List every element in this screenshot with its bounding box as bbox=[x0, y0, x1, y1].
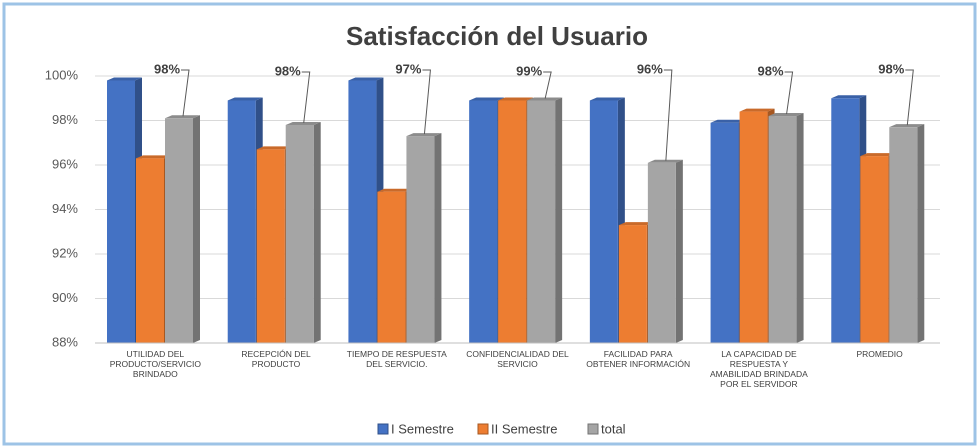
bar bbox=[165, 118, 193, 344]
bar-side bbox=[193, 115, 200, 344]
legend-swatch bbox=[587, 423, 599, 435]
label-leader bbox=[784, 71, 794, 115]
bar bbox=[739, 111, 768, 343]
bar bbox=[618, 225, 647, 343]
data-label: 98% bbox=[275, 63, 301, 78]
bar-side bbox=[434, 133, 442, 343]
bar bbox=[348, 80, 377, 343]
bar bbox=[227, 100, 256, 343]
bar-top bbox=[618, 222, 654, 226]
y-tick-label: 90% bbox=[52, 290, 78, 305]
y-tick-label: 88% bbox=[52, 334, 78, 349]
bar-top bbox=[860, 153, 896, 157]
bar-top bbox=[710, 119, 746, 123]
bar-top bbox=[406, 133, 442, 137]
bar-top bbox=[107, 77, 142, 81]
bar bbox=[256, 149, 285, 343]
y-tick-label: 100% bbox=[45, 67, 79, 82]
bar-side bbox=[555, 97, 563, 343]
bar-side bbox=[675, 159, 683, 343]
data-label: 98% bbox=[758, 63, 784, 78]
data-label: 98% bbox=[154, 61, 180, 76]
x-tick-label: RECEPCIÓN DEL PRODUCTO bbox=[241, 349, 311, 369]
bar bbox=[406, 136, 435, 343]
bar bbox=[285, 124, 314, 343]
bar bbox=[136, 158, 164, 343]
legend-swatch bbox=[377, 423, 389, 435]
bar-side bbox=[917, 124, 925, 343]
x-tick-label: CONFIDENCIALIDAD DEL SERVICIO bbox=[466, 349, 569, 369]
label-leader bbox=[181, 69, 190, 117]
legend-label: I Semestre bbox=[391, 421, 454, 436]
bar-top bbox=[739, 108, 775, 112]
label-leader bbox=[301, 71, 311, 124]
bar-top bbox=[227, 97, 263, 101]
label-leader bbox=[905, 69, 914, 126]
label-leader bbox=[543, 71, 552, 99]
data-label: 96% bbox=[637, 61, 663, 76]
bar-top bbox=[348, 77, 384, 81]
legend-swatch bbox=[477, 423, 489, 435]
bar bbox=[469, 100, 498, 343]
bar-top bbox=[165, 115, 200, 119]
y-tick-label: 96% bbox=[52, 156, 78, 171]
data-label: 99% bbox=[516, 63, 542, 78]
bar bbox=[647, 162, 676, 343]
bar bbox=[527, 100, 556, 343]
label-leader bbox=[422, 69, 431, 135]
bar-top bbox=[768, 113, 804, 117]
bar-top bbox=[285, 121, 321, 125]
y-tick-label: 92% bbox=[52, 245, 78, 260]
bar bbox=[860, 156, 889, 343]
data-label: 98% bbox=[878, 61, 904, 76]
bar bbox=[768, 116, 797, 343]
bar bbox=[889, 127, 918, 343]
bar-top bbox=[647, 159, 683, 163]
bar bbox=[498, 100, 527, 343]
bar-top bbox=[831, 95, 867, 99]
x-tick-label: LA CAPACIDAD DE RESPUESTA Y AMABILIDAD B… bbox=[710, 349, 808, 389]
x-tick-label: TIEMPO DE RESPUESTA DEL SERVICIO. bbox=[346, 349, 447, 369]
x-tick-label: UTILIDAD DEL PRODUCTO/SERVICIO BRINDADO bbox=[109, 349, 202, 379]
bar-side bbox=[796, 113, 804, 343]
bar bbox=[831, 98, 860, 343]
label-leader bbox=[663, 69, 673, 161]
bar bbox=[107, 80, 135, 343]
bar-side bbox=[313, 121, 321, 343]
bar-top bbox=[136, 155, 171, 159]
bar bbox=[589, 100, 618, 343]
data-label: 97% bbox=[395, 61, 421, 76]
legend-label: total bbox=[601, 421, 626, 436]
bar-top bbox=[377, 188, 413, 192]
x-tick-label: PROMEDIO bbox=[856, 349, 903, 359]
bar-top bbox=[889, 124, 925, 128]
bar bbox=[377, 191, 406, 343]
bar-top bbox=[527, 97, 563, 101]
bar bbox=[710, 122, 739, 343]
chart-title: Satisfacción del Usuario bbox=[346, 21, 648, 51]
x-tick-label: FACILIDAD PARA OBTENER INFORMACIÓN bbox=[586, 349, 691, 369]
legend-label: II Semestre bbox=[491, 421, 557, 436]
bar-top bbox=[589, 97, 625, 101]
y-tick-label: 98% bbox=[52, 112, 78, 127]
bar-top bbox=[256, 146, 292, 150]
y-tick-label: 94% bbox=[52, 201, 78, 216]
bar-top bbox=[469, 97, 505, 101]
bar-top bbox=[498, 97, 534, 101]
